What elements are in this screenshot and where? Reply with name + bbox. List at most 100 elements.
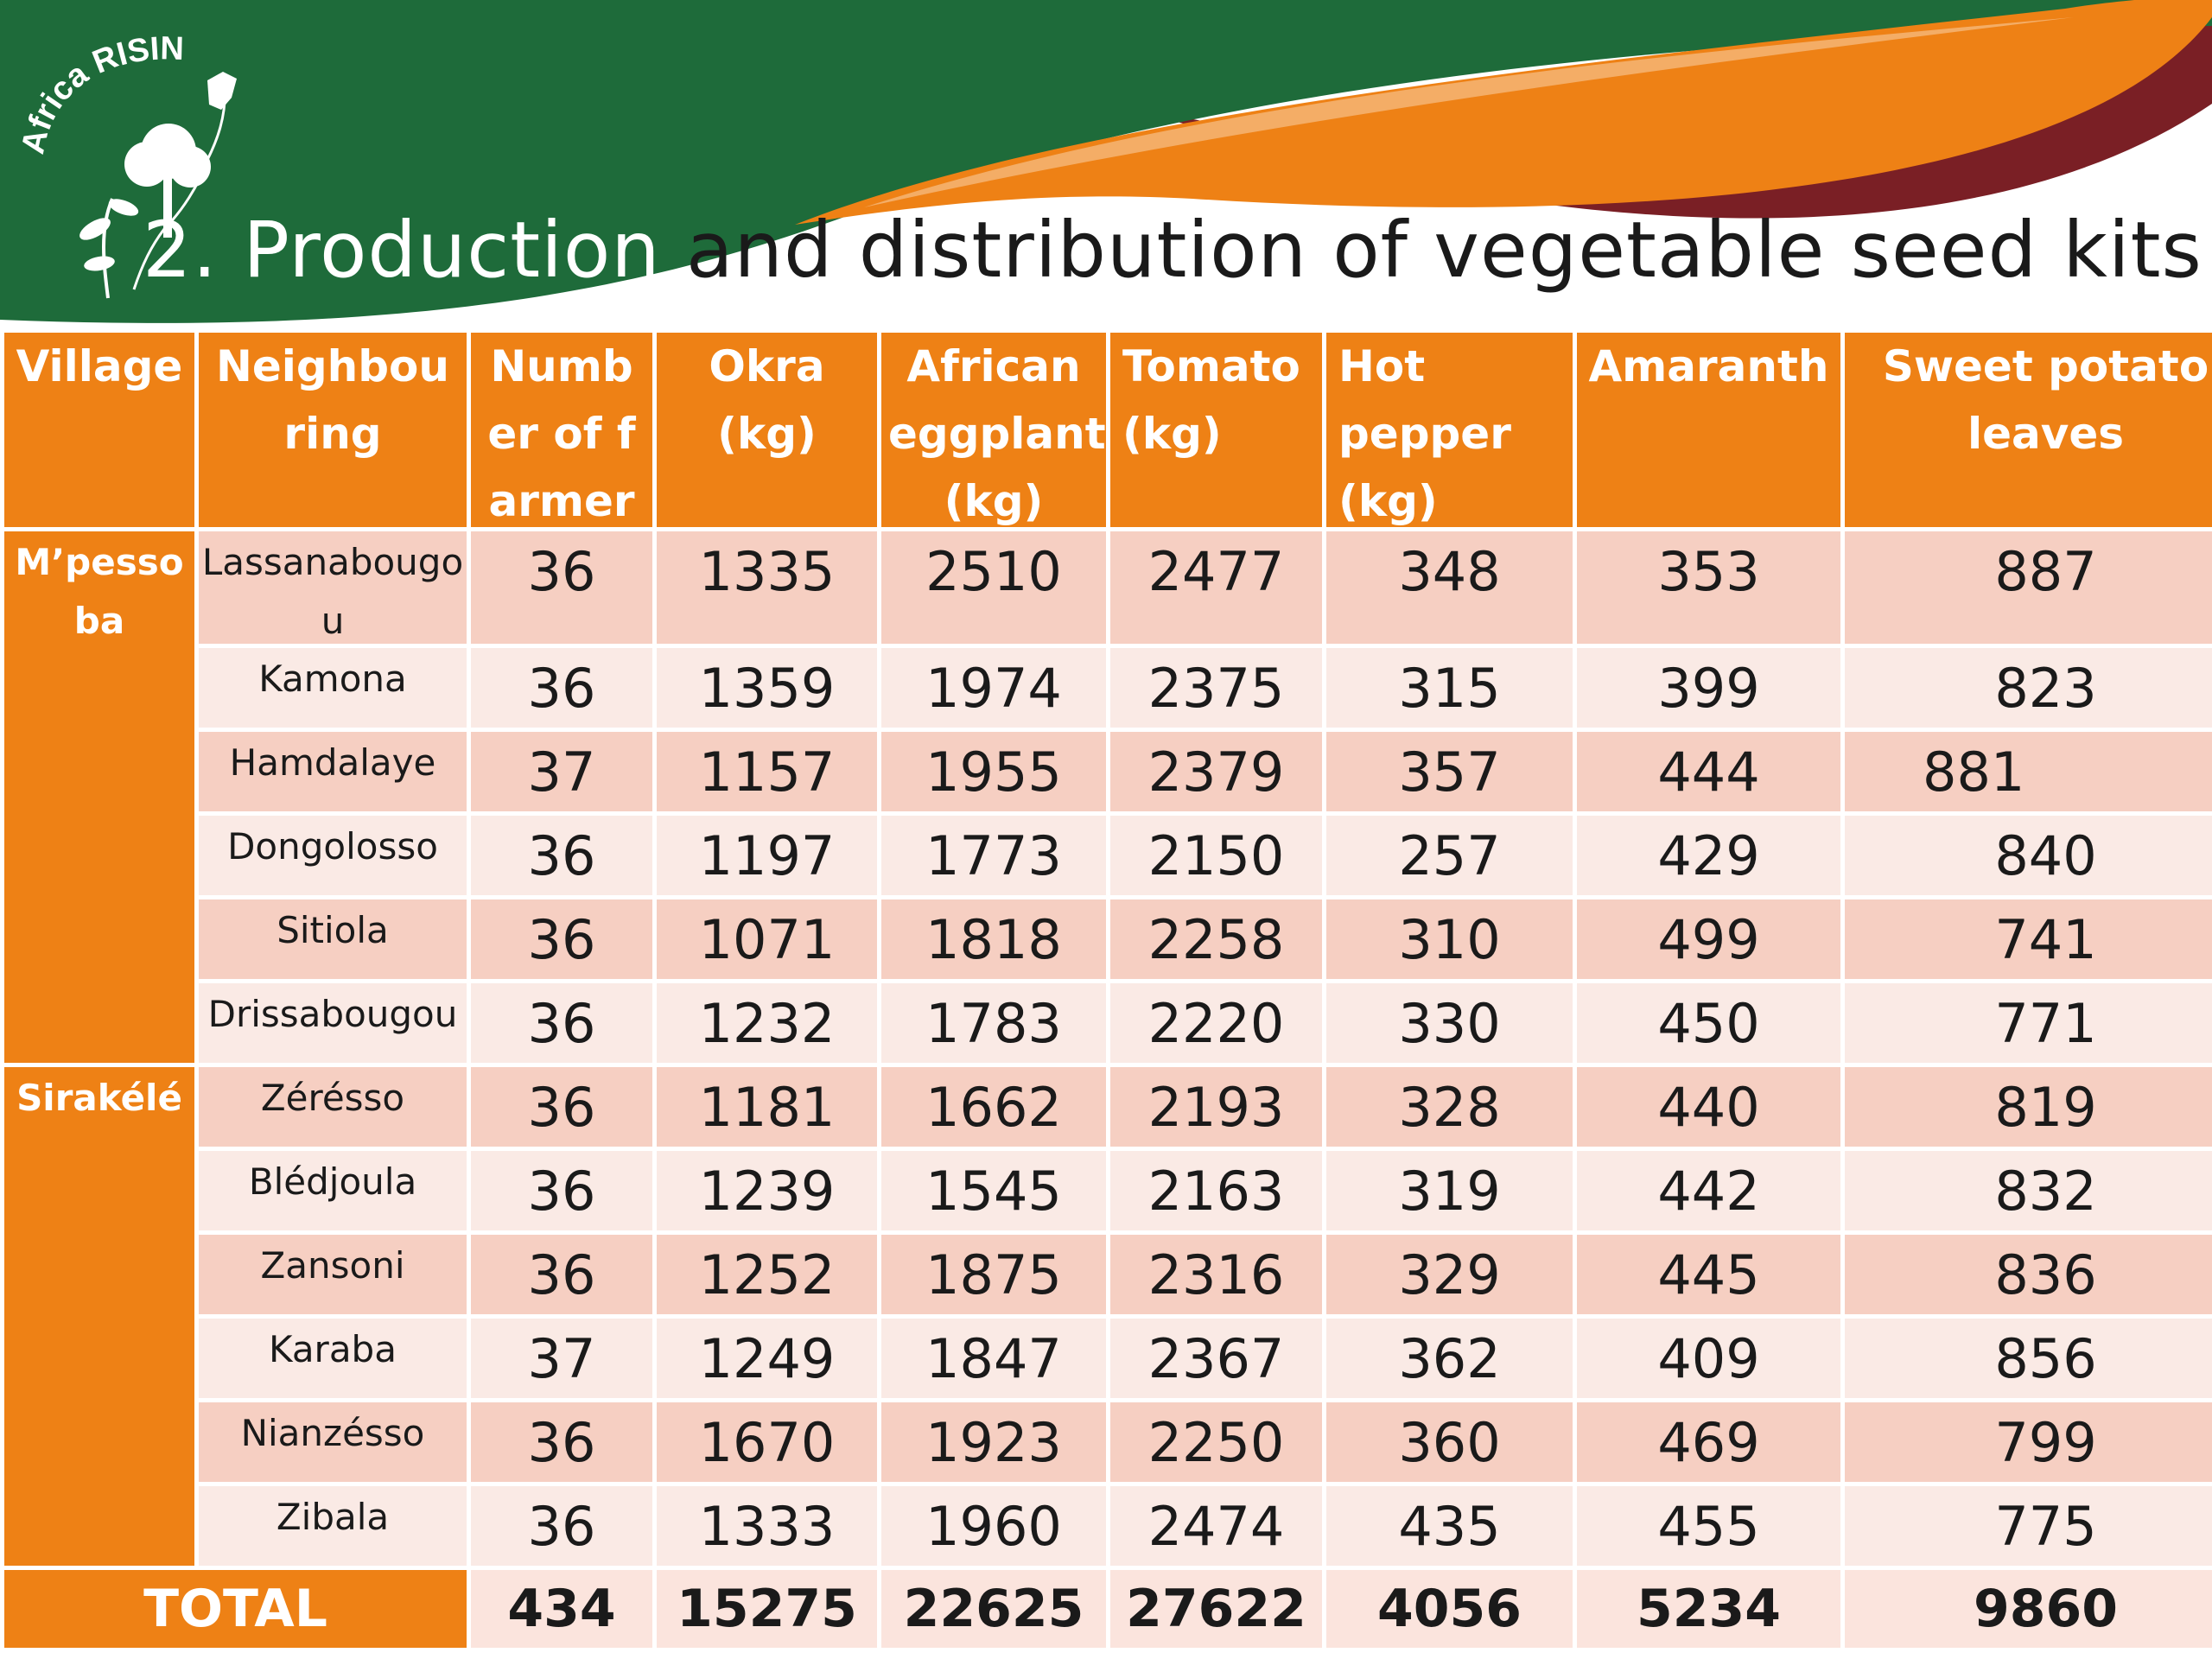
pepper-cell: 310 — [1326, 899, 1573, 979]
village-cell: Sirakélé — [4, 1067, 194, 1566]
header-hot-pepper: Hot pepper (kg) — [1326, 333, 1573, 527]
total-sweet-potato: 9860 — [1845, 1570, 2212, 1648]
amaranth-cell: 399 — [1577, 648, 1840, 728]
tomato-cell: 2163 — [1110, 1151, 1322, 1230]
okra-cell: 1197 — [657, 816, 877, 895]
neighbourhood-cell: Lassanabougou — [199, 531, 467, 644]
header-okra: Okra (kg) — [657, 333, 877, 527]
okra-cell: 1249 — [657, 1319, 877, 1398]
neighbourhood-cell: Zibala — [199, 1486, 467, 1566]
pepper-cell: 257 — [1326, 816, 1573, 895]
farmers-cell: 36 — [471, 816, 652, 895]
eggplant-cell: 2510 — [881, 531, 1106, 644]
header-farmers: Number of farmers — [471, 333, 652, 527]
farmers-cell: 36 — [471, 899, 652, 979]
header-neighbouring: Neighbouring — [199, 333, 467, 527]
tomato-cell: 2150 — [1110, 816, 1322, 895]
pepper-cell: 328 — [1326, 1067, 1573, 1147]
sweet-potato-cell: 881 — [1845, 732, 2212, 811]
logo-wordmark: Africa RISING — [4, 0, 242, 157]
total-okra: 15275 — [657, 1570, 877, 1648]
tomato-cell: 2375 — [1110, 648, 1322, 728]
pepper-cell: 329 — [1326, 1235, 1573, 1314]
total-eggplant: 22625 — [881, 1570, 1106, 1648]
pepper-cell: 348 — [1326, 531, 1573, 644]
eggplant-cell: 1847 — [881, 1319, 1106, 1398]
sweet-potato-cell: 856 — [1845, 1319, 2212, 1398]
header-eggplant: African eggplant (kg) — [881, 333, 1106, 527]
header-banner — [0, 0, 2212, 323]
tomato-cell: 2474 — [1110, 1486, 1322, 1566]
sweet-potato-cell: 775 — [1845, 1486, 2212, 1566]
eggplant-cell: 1974 — [881, 648, 1106, 728]
africa-rising-logo — [79, 72, 237, 299]
tomato-cell: 2477 — [1110, 531, 1322, 644]
okra-cell: 1335 — [657, 531, 877, 644]
eggplant-cell: 1773 — [881, 816, 1106, 895]
eggplant-cell: 1875 — [881, 1235, 1106, 1314]
header-amaranth: Amaranth — [1577, 333, 1840, 527]
farmers-cell: 36 — [471, 531, 652, 644]
eggplant-cell: 1662 — [881, 1067, 1106, 1147]
farmers-cell: 36 — [471, 1151, 652, 1230]
seed-kit-table: Village Neighbouring Number of farmers O… — [4, 333, 2212, 1648]
total-tomato: 27622 — [1110, 1570, 1322, 1648]
pepper-cell: 357 — [1326, 732, 1573, 811]
total-farmers: 434 — [471, 1570, 652, 1648]
amaranth-cell: 450 — [1577, 983, 1840, 1063]
okra-cell: 1232 — [657, 983, 877, 1063]
neighbourhood-cell: Hamdalaye — [199, 732, 467, 811]
neighbourhood-cell: Nianzésso — [199, 1402, 467, 1482]
pepper-cell: 319 — [1326, 1151, 1573, 1230]
pepper-cell: 315 — [1326, 648, 1573, 728]
tomato-cell: 2367 — [1110, 1319, 1322, 1398]
farmers-cell: 36 — [471, 1235, 652, 1314]
slide-title: 2. Production and distribution of vegeta… — [143, 212, 2202, 289]
sweet-potato-cell: 741 — [1845, 899, 2212, 979]
sweet-potato-cell: 771 — [1845, 983, 2212, 1063]
neighbourhood-cell: Zansoni — [199, 1235, 467, 1314]
farmers-cell: 37 — [471, 732, 652, 811]
okra-cell: 1157 — [657, 732, 877, 811]
eggplant-cell: 1955 — [881, 732, 1106, 811]
sweet-potato-cell: 887 — [1845, 531, 2212, 644]
eggplant-cell: 1783 — [881, 983, 1106, 1063]
neighbourhood-cell: Kamona — [199, 648, 467, 728]
tomato-cell: 2250 — [1110, 1402, 1322, 1482]
amaranth-cell: 444 — [1577, 732, 1840, 811]
pepper-cell: 362 — [1326, 1319, 1573, 1398]
okra-cell: 1670 — [657, 1402, 877, 1482]
sweet-potato-cell: 836 — [1845, 1235, 2212, 1314]
amaranth-cell: 445 — [1577, 1235, 1840, 1314]
amaranth-cell: 353 — [1577, 531, 1840, 644]
okra-cell: 1181 — [657, 1067, 877, 1147]
neighbourhood-cell: Sitiola — [199, 899, 467, 979]
sweet-potato-cell: 823 — [1845, 648, 2212, 728]
neighbourhood-cell: Drissabougou — [199, 983, 467, 1063]
farmers-cell: 36 — [471, 1067, 652, 1147]
tomato-cell: 2258 — [1110, 899, 1322, 979]
tomato-cell: 2220 — [1110, 983, 1322, 1063]
svg-text:Africa RISING: Africa RISING — [17, 26, 184, 156]
amaranth-cell: 440 — [1577, 1067, 1840, 1147]
eggplant-cell: 1818 — [881, 899, 1106, 979]
eggplant-cell: 1923 — [881, 1402, 1106, 1482]
farmers-cell: 36 — [471, 648, 652, 728]
logo-text: Africa RISING — [4, 0, 184, 157]
okra-cell: 1333 — [657, 1486, 877, 1566]
pepper-cell: 330 — [1326, 983, 1573, 1063]
sweet-potato-cell: 832 — [1845, 1151, 2212, 1230]
orange-swoosh — [795, 0, 2212, 225]
title-prefix: 2. Production — [143, 205, 661, 295]
tomato-cell: 2193 — [1110, 1067, 1322, 1147]
neighbourhood-cell: Blédjoula — [199, 1151, 467, 1230]
amaranth-cell: 469 — [1577, 1402, 1840, 1482]
okra-cell: 1071 — [657, 899, 877, 979]
okra-cell: 1252 — [657, 1235, 877, 1314]
pepper-cell: 360 — [1326, 1402, 1573, 1482]
total-label: TOTAL — [4, 1570, 467, 1648]
amaranth-cell: 442 — [1577, 1151, 1840, 1230]
total-amaranth: 5234 — [1577, 1570, 1840, 1648]
eggplant-cell: 1960 — [881, 1486, 1106, 1566]
total-pepper: 4056 — [1326, 1570, 1573, 1648]
